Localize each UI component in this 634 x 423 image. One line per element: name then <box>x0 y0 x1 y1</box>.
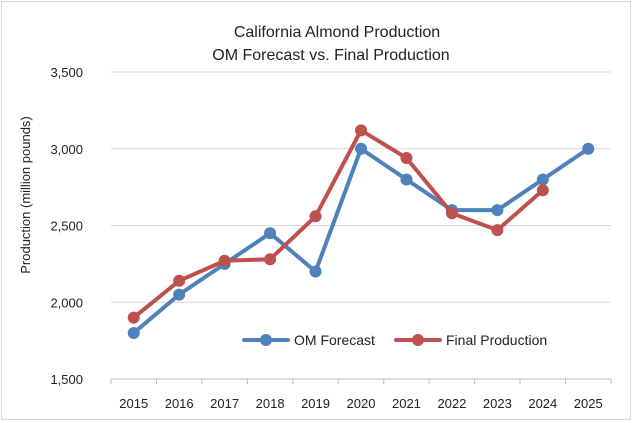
chart-title: California Almond Production <box>234 24 440 41</box>
y-tick-label: 2,000 <box>50 295 83 310</box>
x-tick-label: 2016 <box>165 396 194 411</box>
series-layer <box>127 124 595 339</box>
y-tick-label: 3,500 <box>50 65 83 80</box>
x-tick-label: 2017 <box>210 396 239 411</box>
data-point <box>491 204 504 217</box>
series-final-production <box>127 124 549 324</box>
x-tick-label: 2021 <box>392 396 421 411</box>
series-line <box>131 128 545 320</box>
x-tick-label: 2023 <box>483 396 512 411</box>
data-point <box>491 224 504 237</box>
series-line <box>131 146 591 335</box>
data-point <box>582 142 595 155</box>
x-tick-label: 2018 <box>256 396 285 411</box>
legend-item: OM Forecast <box>242 332 375 348</box>
data-point <box>127 326 140 339</box>
data-point <box>536 184 549 197</box>
y-tick-label: 3,000 <box>50 142 83 157</box>
legend-marker <box>412 334 424 346</box>
legend-label: OM Forecast <box>294 332 375 348</box>
y-tick-label: 2,500 <box>50 219 83 234</box>
y-tick-label: 1,500 <box>50 372 83 387</box>
x-tick-label: 2019 <box>301 396 330 411</box>
data-point <box>173 274 186 287</box>
data-point <box>400 173 413 186</box>
legend-marker <box>260 334 272 346</box>
x-tick-label: 2022 <box>437 396 466 411</box>
data-point <box>355 142 367 155</box>
x-tick-label: 2020 <box>347 396 376 411</box>
y-axis-ticks: 1,500 2,000 2,500 3,000 3,500 <box>50 65 83 387</box>
data-point <box>173 288 186 301</box>
data-point <box>445 207 458 220</box>
data-point <box>264 253 277 266</box>
data-point <box>264 227 277 240</box>
data-point <box>400 151 413 164</box>
legend-item: Final Production <box>394 332 547 348</box>
gridlines <box>111 71 611 303</box>
data-point <box>127 311 140 324</box>
x-axis-ticks: 2015 2016 2017 2018 2019 2020 2021 2022 2023 2024… <box>110 379 612 411</box>
x-tick-label: 2024 <box>528 396 557 411</box>
data-point <box>218 254 231 267</box>
data-point <box>309 265 322 278</box>
data-point <box>536 173 549 186</box>
y-axis-label: Production (million pounds) <box>18 116 33 274</box>
x-tick-label: 2025 <box>574 396 603 411</box>
x-tick-label: 2015 <box>119 396 148 411</box>
data-point <box>309 210 322 223</box>
data-point <box>355 124 367 137</box>
legend-label: Final Production <box>446 332 547 348</box>
chart-subtitle: OM Forecast vs. Final Production <box>212 47 449 64</box>
series-om-forecast <box>127 142 595 339</box>
legend: OM Forecast Final Production <box>242 332 547 348</box>
